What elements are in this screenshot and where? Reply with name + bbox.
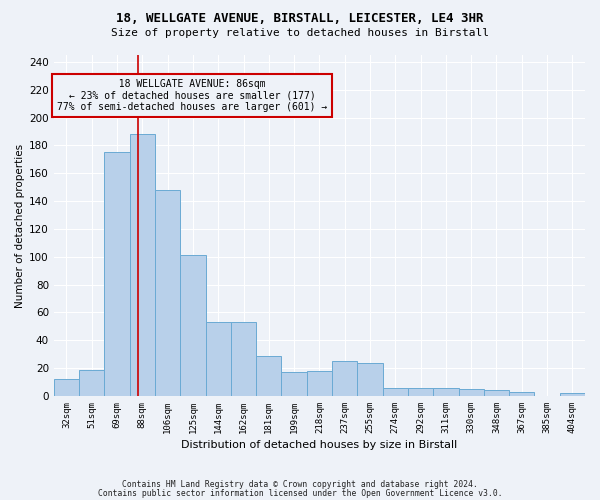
Text: Contains public sector information licensed under the Open Government Licence v3: Contains public sector information licen… xyxy=(98,489,502,498)
Y-axis label: Number of detached properties: Number of detached properties xyxy=(15,144,25,308)
Bar xyxy=(79,370,104,396)
Text: 18, WELLGATE AVENUE, BIRSTALL, LEICESTER, LE4 3HR: 18, WELLGATE AVENUE, BIRSTALL, LEICESTER… xyxy=(116,12,484,26)
Bar xyxy=(458,389,484,396)
Bar xyxy=(180,256,206,396)
Bar xyxy=(332,361,358,396)
Bar xyxy=(484,390,509,396)
Bar xyxy=(256,356,281,396)
Bar xyxy=(560,393,585,396)
Bar xyxy=(408,388,433,396)
Bar xyxy=(358,362,383,396)
Bar xyxy=(130,134,155,396)
Bar xyxy=(509,392,535,396)
Bar xyxy=(104,152,130,396)
Bar xyxy=(383,388,408,396)
Bar xyxy=(307,371,332,396)
Bar xyxy=(155,190,180,396)
X-axis label: Distribution of detached houses by size in Birstall: Distribution of detached houses by size … xyxy=(181,440,458,450)
Bar xyxy=(433,388,458,396)
Text: 18 WELLGATE AVENUE: 86sqm  
← 23% of detached houses are smaller (177)
77% of se: 18 WELLGATE AVENUE: 86sqm ← 23% of detac… xyxy=(57,79,327,112)
Bar xyxy=(206,322,231,396)
Bar xyxy=(54,379,79,396)
Bar xyxy=(281,372,307,396)
Text: Size of property relative to detached houses in Birstall: Size of property relative to detached ho… xyxy=(111,28,489,38)
Bar xyxy=(231,322,256,396)
Text: Contains HM Land Registry data © Crown copyright and database right 2024.: Contains HM Land Registry data © Crown c… xyxy=(122,480,478,489)
